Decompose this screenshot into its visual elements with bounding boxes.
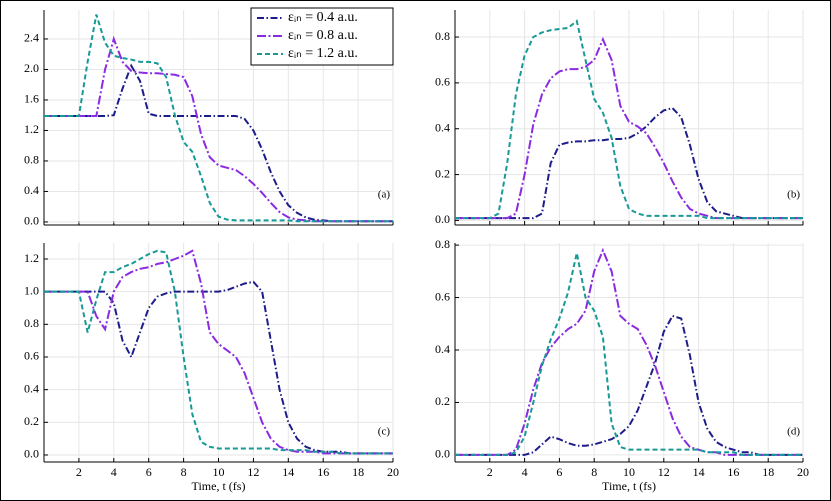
x-tick-label: 12 [247,465,259,479]
x-tick-label: 2 [487,465,493,479]
x-axis-label: Time, t (fs) [602,479,656,493]
y-tick-label: 0.8 [24,316,39,330]
data-line [455,19,803,220]
y-tick-label: 0.4 [24,381,39,395]
x-tick-label: 12 [658,465,670,479]
y-tick-label: 0.2 [435,394,450,408]
x-tick-label: 14 [282,465,294,479]
y-tick-label: 0.6 [24,349,39,363]
x-tick-label: 18 [762,465,774,479]
x-tick-label: 20 [387,465,399,479]
x-tick-label: 4 [522,465,528,479]
y-tick-label: 0.8 [435,29,450,43]
legend-label: εᵢₙ = 0.8 a.u. [288,28,358,43]
x-tick-label: 10 [213,465,225,479]
x-tick-label: 2 [76,465,82,479]
x-axis-label: Time, t (fs) [192,479,246,493]
y-tick-label: 1.6 [24,92,39,106]
x-tick-label: 10 [623,465,635,479]
x-tick-label: 20 [797,465,809,479]
y-tick-label: 0.4 [24,183,39,197]
panel-label: (a) [378,189,391,201]
data-line [44,14,393,223]
y-tick-label: 1.0 [24,283,39,297]
data-line [455,252,803,456]
panel-label: (c) [378,426,391,438]
x-tick-label: 16 [727,465,739,479]
data-line [44,35,393,223]
y-tick-label: 0.6 [435,289,450,303]
y-tick-label: 1.2 [24,251,39,265]
data-line [44,280,393,455]
y-tick-label: 2.4 [24,31,39,45]
x-tick-label: 18 [352,465,364,479]
x-tick-label: 6 [556,465,562,479]
legend-label: εᵢₙ = 1.2 a.u. [288,46,358,61]
data-line [455,247,803,456]
y-tick-label: 0.4 [435,120,450,134]
y-tick-label: 0.0 [435,212,450,226]
data-line [455,314,803,456]
y-tick-label: 0.2 [435,166,450,180]
data-line [455,36,803,220]
y-tick-label: 0.0 [435,447,450,461]
y-tick-label: 0.4 [435,342,450,356]
x-tick-label: 4 [111,465,117,479]
data-line [44,249,393,455]
y-tick-label: 0.8 [24,153,39,167]
y-tick-label: 0.0 [24,214,39,228]
y-tick-label: 1.2 [24,122,39,136]
data-line [455,106,803,220]
legend-label: εᵢₙ = 0.4 a.u. [288,10,358,25]
x-tick-label: 14 [693,465,705,479]
data-line [44,249,393,455]
x-tick-label: 6 [146,465,152,479]
y-tick-label: 2.0 [24,61,39,75]
y-tick-label: 0.2 [24,414,39,428]
x-tick-label: 8 [591,465,597,479]
x-tick-label: 8 [181,465,187,479]
y-tick-label: 0.8 [435,237,450,251]
y-tick-label: 0.6 [435,75,450,89]
x-tick-label: 16 [317,465,329,479]
panel-label: (b) [787,189,800,201]
panel-label: (d) [787,426,800,438]
y-tick-label: 0.0 [24,447,39,461]
